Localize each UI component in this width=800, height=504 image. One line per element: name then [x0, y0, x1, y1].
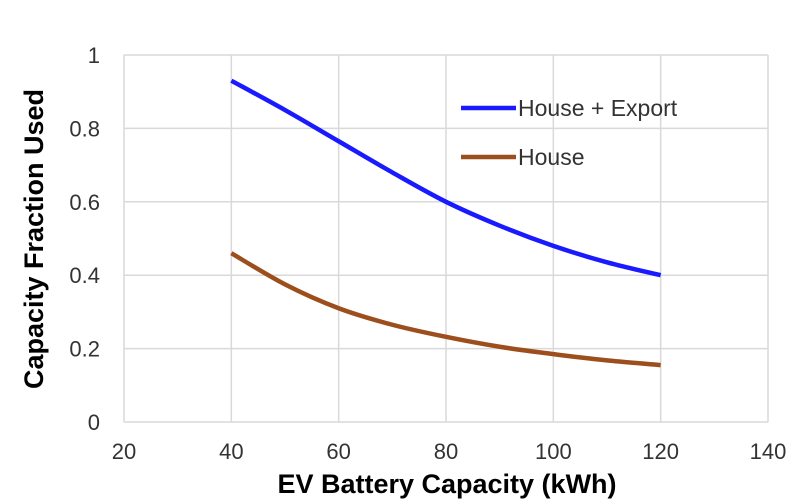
legend-label: House — [518, 144, 584, 170]
series-lines — [230, 78, 662, 368]
x-tick-label: 100 — [535, 439, 572, 464]
y-tick-label: 0.2 — [69, 337, 100, 362]
series-line-house-export — [230, 78, 662, 278]
y-axis-ticks: 0 0.2 0.4 0.6 0.8 1 — [69, 43, 100, 435]
x-tick-label: 140 — [750, 439, 787, 464]
series-line-house — [230, 251, 661, 368]
y-tick-label: 0.6 — [69, 190, 100, 215]
x-tick-label: 60 — [326, 439, 350, 464]
x-axis-ticks: 20 40 60 80 100 120 140 — [112, 439, 787, 464]
y-tick-label: 0.8 — [69, 116, 100, 141]
y-tick-label: 0.4 — [69, 263, 100, 288]
x-tick-label: 40 — [219, 439, 243, 464]
y-axis-title: Capacity Fraction Used — [19, 89, 49, 389]
y-tick-label: 0 — [88, 410, 100, 435]
x-tick-label: 120 — [642, 439, 679, 464]
x-tick-label: 80 — [434, 439, 458, 464]
x-tick-label: 20 — [112, 439, 136, 464]
legend: House + Export House — [461, 95, 678, 170]
legend-label: House + Export — [518, 95, 678, 121]
x-axis-title: EV Battery Capacity (kWh) — [277, 469, 616, 499]
y-tick-label: 1 — [88, 43, 100, 68]
